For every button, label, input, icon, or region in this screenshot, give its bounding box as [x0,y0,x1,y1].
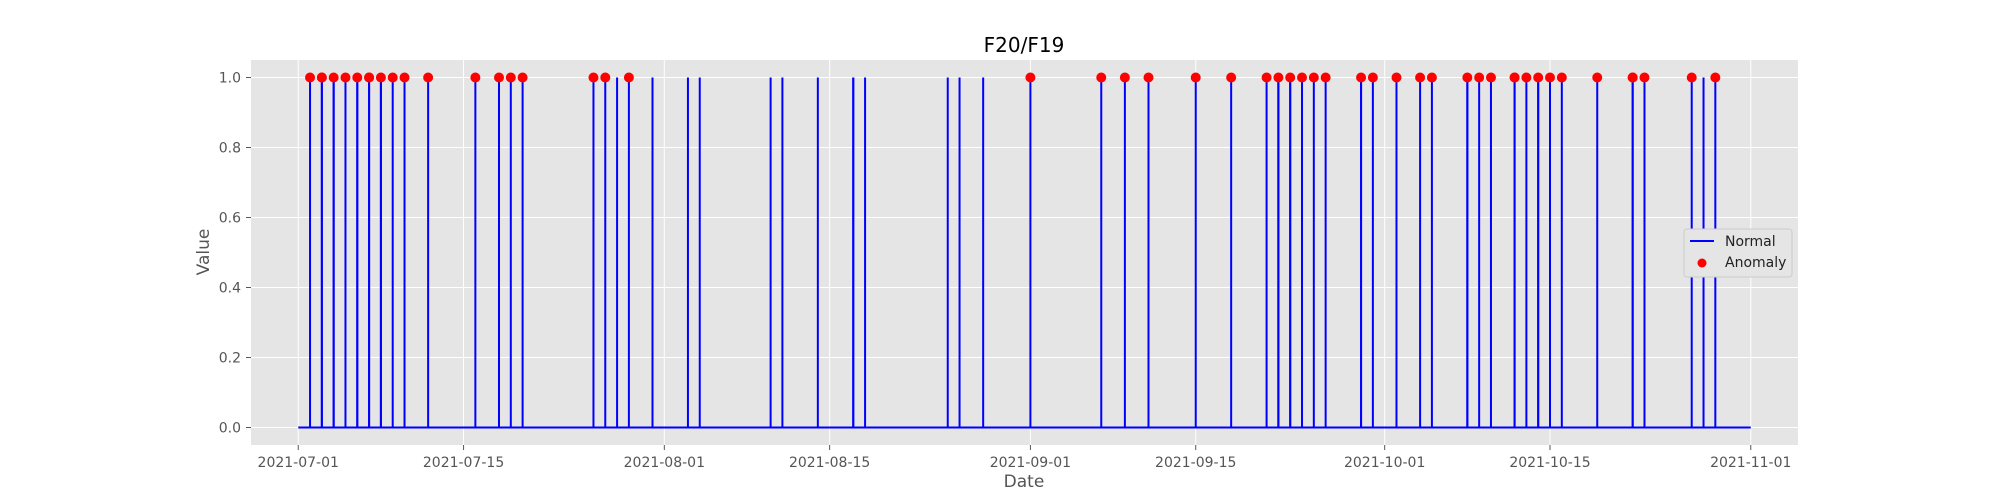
anomaly-point [588,72,599,83]
anomaly-point [1320,72,1331,83]
anomaly-point [1627,72,1638,83]
anomaly-point [1474,72,1485,83]
anomaly-point [1025,72,1036,83]
y-tick-label: 0.4 [219,281,241,297]
x-tick-label: 2021-11-01 [1710,455,1791,471]
anomaly-point [517,72,528,83]
anomaly-point [1639,72,1650,83]
anomaly-point [1426,72,1437,83]
anomaly-point [1462,72,1473,83]
anomaly-point [1308,72,1319,83]
legend: Normal Anomaly [1683,228,1793,278]
anomaly-point [1533,72,1544,83]
x-tick-label: 2021-08-15 [789,455,870,471]
anomaly-point [328,72,339,83]
anomaly-point [1356,72,1367,83]
anomaly-point [364,72,375,83]
anomaly-point [1686,72,1697,83]
anomaly-series [305,72,1721,83]
legend-anomaly-label: Anomaly [1725,255,1786,271]
anomaly-point [1273,72,1284,83]
anomaly-point [1592,72,1603,83]
anomaly-point [623,72,634,83]
anomaly-point [1391,72,1402,83]
anomaly-point [1556,72,1567,83]
y-tick-label: 1.0 [219,71,241,87]
anomaly-point [1297,72,1308,83]
x-tick-label: 2021-10-01 [1344,455,1425,471]
y-tick-label: 0.6 [219,211,241,227]
x-tick-label: 2021-09-15 [1155,455,1236,471]
x-tick-label: 2021-07-01 [258,455,339,471]
x-axis-label: Date [1004,472,1045,492]
y-tick-label: 0.8 [219,141,241,157]
x-axis: 2021-07-01 2021-07-15 2021-08-01 2021-08-15… [258,445,1791,471]
anomaly-point [375,72,386,83]
anomaly-point [600,72,611,83]
anomaly-point [340,72,351,83]
anomaly-point [387,72,398,83]
legend-normal-label: Normal [1725,234,1776,250]
y-tick-label: 0.0 [219,421,241,437]
normal-series [298,77,1751,429]
anomaly-point [423,72,434,83]
anomaly-point [1226,72,1237,83]
anomaly-point [1545,72,1556,83]
anomaly-point [352,72,363,83]
chart-title: F20/F19 [984,33,1065,57]
anomaly-point [1261,72,1272,83]
plot-background [251,60,1798,445]
anomaly-point [470,72,481,83]
anomaly-point [1415,72,1426,83]
anomaly-point [1367,72,1378,83]
anomaly-point [505,72,516,83]
anomaly-point [1190,72,1201,83]
anomaly-point [316,72,327,83]
x-tick-label: 2021-09-01 [990,455,1071,471]
anomaly-point [1143,72,1154,83]
legend-anomaly-swatch [1697,258,1707,268]
y-axis: 0.0 0.2 0.4 0.6 0.8 1.0 [219,71,251,437]
y-axis-label: Value [194,229,214,276]
x-tick-label: 2021-08-01 [624,455,705,471]
anomaly-point [1710,72,1721,83]
anomaly-point [1521,72,1532,83]
anomaly-point [1096,72,1107,83]
anomaly-point [493,72,504,83]
anomaly-point [305,72,316,83]
x-tick-label: 2021-07-15 [423,455,504,471]
y-tick-label: 0.2 [219,351,241,367]
anomaly-point [1285,72,1296,83]
anomaly-point [1119,72,1130,83]
anomaly-point [1485,72,1496,83]
anomaly-point [1509,72,1520,83]
x-tick-label: 2021-10-15 [1509,455,1590,471]
anomaly-point [399,72,410,83]
